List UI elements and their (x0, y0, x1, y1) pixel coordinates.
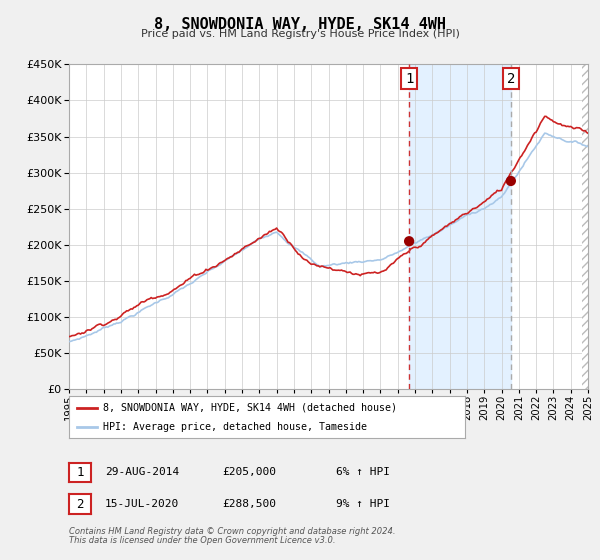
Text: 2: 2 (76, 497, 83, 511)
Text: Contains HM Land Registry data © Crown copyright and database right 2024.: Contains HM Land Registry data © Crown c… (69, 528, 395, 536)
Bar (409, 64, 511, 389)
Point (506, 176, 515, 185)
Text: Price paid vs. HM Land Registry's House Price Index (HPI): Price paid vs. HM Land Registry's House … (140, 29, 460, 39)
Text: £205,000: £205,000 (222, 467, 276, 477)
Text: 9% ↑ HPI: 9% ↑ HPI (336, 499, 390, 509)
Text: 8, SNOWDONIA WAY, HYDE, SK14 4WH (detached house): 8, SNOWDONIA WAY, HYDE, SK14 4WH (detach… (103, 403, 397, 413)
Point (404, 237, 414, 246)
Text: 6% ↑ HPI: 6% ↑ HPI (336, 467, 390, 477)
Text: This data is licensed under the Open Government Licence v3.0.: This data is licensed under the Open Gov… (69, 536, 335, 545)
Text: £288,500: £288,500 (222, 499, 276, 509)
Text: 15-JUL-2020: 15-JUL-2020 (105, 499, 179, 509)
Text: 2: 2 (506, 72, 515, 86)
Text: 29-AUG-2014: 29-AUG-2014 (105, 467, 179, 477)
Text: 8, SNOWDONIA WAY, HYDE, SK14 4WH: 8, SNOWDONIA WAY, HYDE, SK14 4WH (154, 17, 446, 32)
Text: HPI: Average price, detached house, Tameside: HPI: Average price, detached house, Tame… (103, 422, 367, 432)
Bar (582, 64, 588, 389)
Text: 1: 1 (405, 72, 413, 86)
Bar (582, 64, 588, 389)
Text: 1: 1 (76, 465, 83, 479)
